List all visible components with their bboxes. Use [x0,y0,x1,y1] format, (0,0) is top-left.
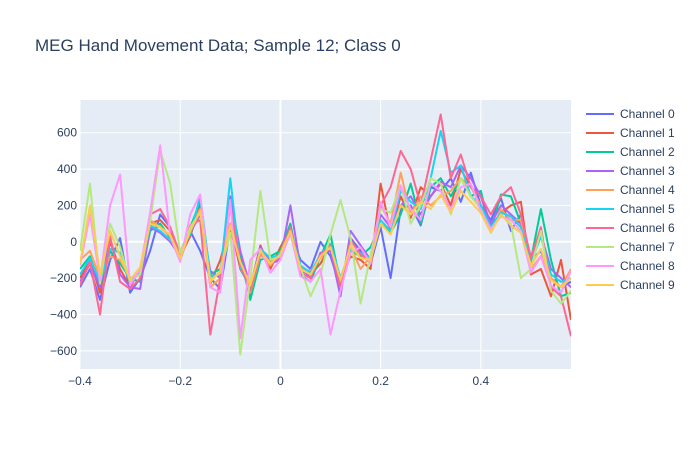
legend-item[interactable]: Channel 9 [586,278,675,292]
series-line-6 [80,113,571,337]
legend-label: Channel 9 [620,278,675,292]
y-tick-label: −600 [50,344,77,358]
legend-item[interactable]: Channel 4 [586,183,675,197]
legend-item[interactable]: Channel 3 [586,164,675,178]
x-axis: −0.4 −0.2 0 0.2 0.4 [68,374,489,388]
series-line-8 [80,144,571,340]
x-tick-label: 0 [277,374,284,388]
grid [79,100,571,369]
y-tick-label: 200 [57,198,77,212]
series-line-9 [80,189,571,289]
x-tick-label: −0.4 [68,374,92,388]
legend-label: Channel 8 [620,259,675,273]
legend-label: Channel 6 [620,221,675,235]
y-tick-label: 600 [57,126,77,140]
series-group [80,113,571,356]
legend-label: Channel 2 [620,145,675,159]
y-tick-label: 0 [70,235,77,249]
x-tick-label: 0.2 [372,374,389,388]
y-tick-label: −200 [50,271,77,285]
legend-label: Channel 0 [620,107,675,121]
legend[interactable]: Channel 0 Channel 1 Channel 2 Channel 3 Chan… [586,107,675,292]
legend-item[interactable]: Channel 8 [586,259,675,273]
legend-item[interactable]: Channel 0 [586,107,675,121]
chart-title: MEG Hand Movement Data; Sample 12; Class… [35,36,401,55]
y-tick-label: 400 [57,162,77,176]
y-axis: −600 −400 −200 0 200 400 600 [50,126,77,358]
legend-label: Channel 3 [620,164,675,178]
x-tick-label: −0.2 [168,374,192,388]
legend-label: Channel 7 [620,240,675,254]
legend-item[interactable]: Channel 1 [586,126,675,140]
legend-item[interactable]: Channel 5 [586,202,675,216]
x-tick-label: 0.4 [472,374,489,388]
legend-item[interactable]: Channel 2 [586,145,675,159]
legend-item[interactable]: Channel 6 [586,221,675,235]
legend-item[interactable]: Channel 7 [586,240,675,254]
y-tick-label: −400 [50,307,77,321]
legend-label: Channel 5 [620,202,675,216]
legend-label: Channel 1 [620,126,675,140]
legend-label: Channel 4 [620,183,675,197]
